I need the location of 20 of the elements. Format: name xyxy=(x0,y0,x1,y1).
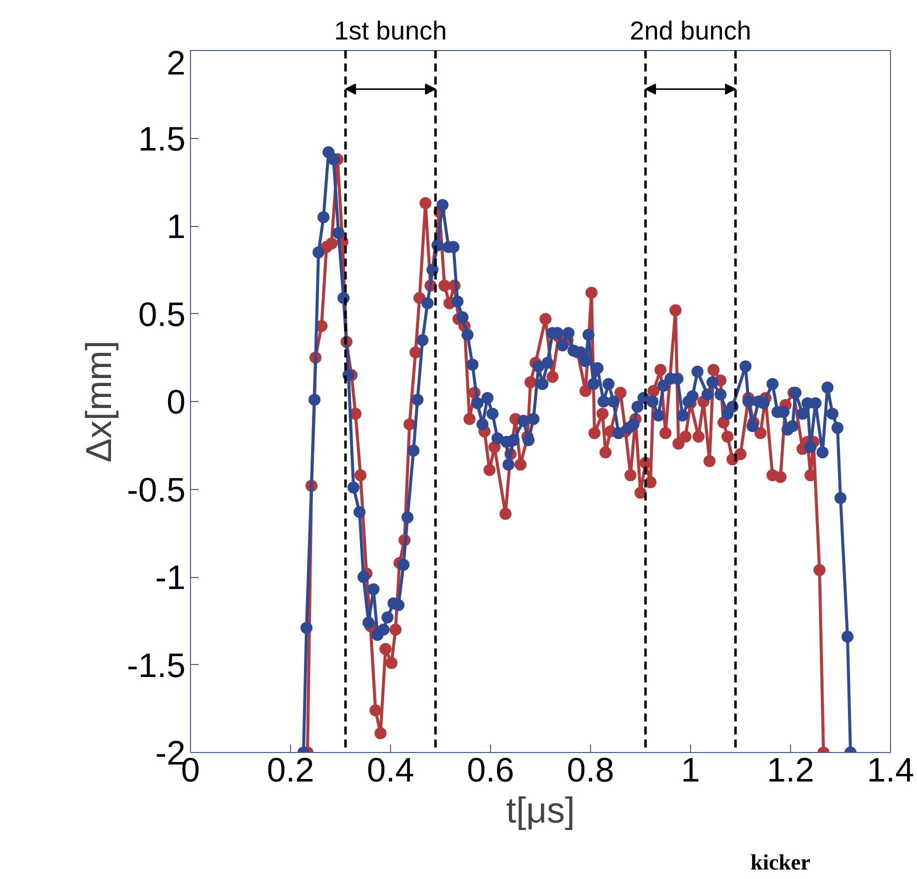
x-tick-label: 0.4 xyxy=(366,752,414,790)
y-tick-label: 1 xyxy=(166,208,186,246)
y-tick-label: -1 xyxy=(155,559,186,597)
x-tick-label: 0.6 xyxy=(466,752,514,790)
x-tick-label: 1.4 xyxy=(866,752,914,790)
y-tick-label: 2 xyxy=(166,44,186,82)
x-tick-label: 0.2 xyxy=(266,752,314,790)
x-axis-title: t[μs] xyxy=(506,790,575,830)
x-tick-label: 0.8 xyxy=(566,752,614,790)
y-tick-label: -0.5 xyxy=(126,471,186,510)
y-axis-title: Δx[mm] xyxy=(78,340,119,463)
y-tick-label: 0 xyxy=(166,384,186,422)
y-tick-label: -1.5 xyxy=(126,646,186,685)
y-tick-label: 1.5 xyxy=(138,120,186,158)
y-tick-label: 0.5 xyxy=(138,296,186,334)
text: kicker xyxy=(750,850,811,875)
text: 2nd bunch xyxy=(630,16,752,46)
text: 1st bunch xyxy=(334,16,447,46)
x-tick-label: 1.2 xyxy=(766,752,814,790)
x-tick-label: 1 xyxy=(681,752,700,790)
